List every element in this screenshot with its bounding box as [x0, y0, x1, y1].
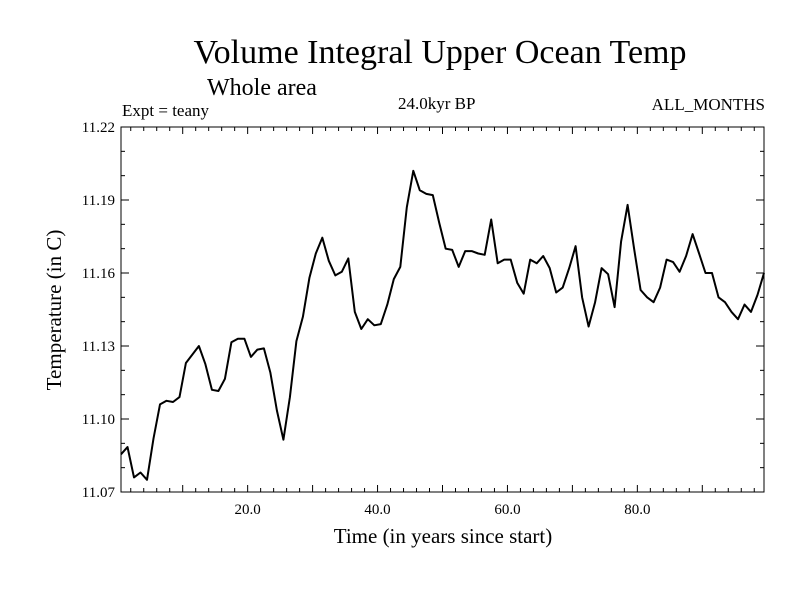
x-axis-label: Time (in years since start): [334, 524, 553, 548]
y-axis: 11.07 11.10 11.13 11.16 11.19 11.22: [82, 120, 764, 501]
y-tick-label: 11.16: [82, 266, 116, 282]
annotation-expt: Expt = teany: [122, 101, 210, 120]
series-line: [120, 169, 765, 481]
y-tick-label: 11.19: [82, 193, 115, 209]
x-tick-label: 80.0: [624, 502, 650, 518]
x-axis: 20.0 40.0 60.0 80.0: [130, 127, 755, 518]
y-tick-label: 11.22: [82, 120, 115, 136]
chart-title: Volume Integral Upper Ocean Temp: [194, 34, 687, 71]
x-tick-label: 40.0: [364, 502, 390, 518]
y-axis-label: Temperature (in C): [42, 230, 66, 391]
annotation-epoch: 24.0kyr BP: [398, 94, 475, 113]
chart-subtitle: Whole area: [207, 75, 317, 101]
y-tick-label: 11.07: [82, 485, 116, 501]
y-tick-label: 11.13: [82, 339, 115, 355]
y-tick-label: 11.10: [82, 412, 115, 428]
annotation-months: ALL_MONTHS: [652, 95, 765, 114]
x-tick-label: 60.0: [494, 502, 520, 518]
x-tick-label: 20.0: [235, 502, 261, 518]
plot-frame: [120, 126, 765, 493]
